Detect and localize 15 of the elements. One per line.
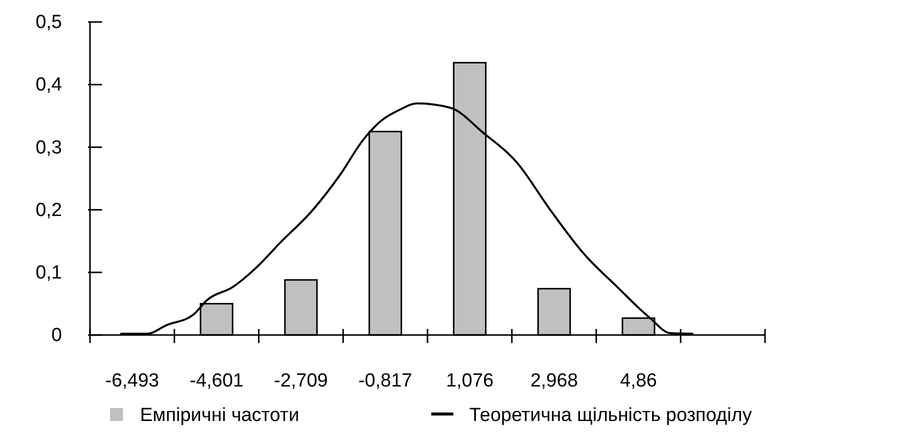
- y-tick-label: 0,4: [36, 74, 62, 96]
- y-tick-label: 0,5: [36, 12, 62, 34]
- x-tick-label: 4,86: [620, 370, 657, 392]
- x-tick-label: -2,709: [274, 370, 328, 392]
- x-tick-label: 2,968: [530, 370, 578, 392]
- x-tick-label: 1,076: [446, 370, 494, 392]
- y-tick-label: 0,2: [36, 200, 62, 221]
- y-tick-label: 0,1: [36, 262, 62, 284]
- legend-label: Теоретична щільність розподілу: [469, 405, 752, 426]
- x-tick-label: -4,601: [190, 370, 244, 392]
- y-tick-label: 0: [51, 325, 62, 346]
- legend-label: Емпіричні частоти: [140, 405, 300, 426]
- x-tick-label: -6,493: [105, 370, 160, 392]
- x-tick-label: -0,817: [358, 370, 412, 392]
- y-tick-label: 0,3: [36, 137, 62, 158]
